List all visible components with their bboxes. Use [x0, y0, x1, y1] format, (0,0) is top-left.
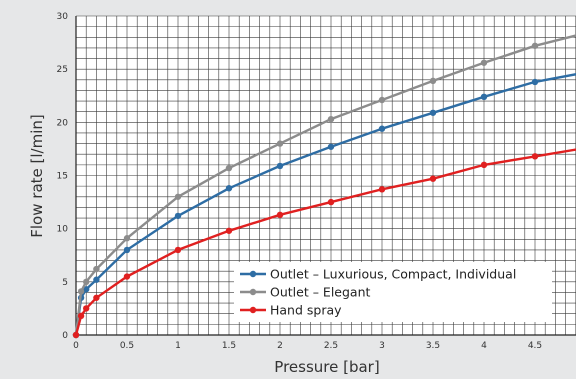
x-tick-label: 2.5 [324, 341, 338, 351]
y-tick-label: 20 [57, 118, 69, 128]
data-point [93, 294, 100, 301]
data-point [378, 125, 386, 132]
legend-label: Outlet – Luxurious, Compact, Individual [270, 267, 516, 282]
x-axis-label: Pressure [bar] [274, 358, 379, 376]
data-point [174, 193, 182, 200]
y-tick-label: 30 [57, 12, 69, 22]
data-point [83, 278, 90, 286]
data-point [72, 331, 80, 339]
y-axis-label: Flow rate [l/min] [28, 114, 46, 237]
legend: Outlet – Luxurious, Compact, Individual O… [234, 262, 552, 322]
data-point [378, 186, 386, 193]
data-point [531, 78, 539, 86]
y-tick-label: 15 [57, 172, 68, 182]
x-tick-label: 3.5 [426, 341, 440, 351]
legend-label: Outlet – Elegant [270, 285, 371, 300]
series-lines [72, 34, 576, 339]
x-tick-label: 2 [277, 341, 283, 351]
data-point [93, 276, 100, 283]
data-point [174, 212, 182, 220]
y-tick-label: 5 [62, 278, 68, 288]
data-point [429, 109, 437, 116]
y-tick-label: 0 [62, 331, 68, 341]
data-point [83, 305, 90, 312]
x-tick-label: 4 [481, 341, 487, 351]
data-point [93, 265, 100, 273]
data-point [77, 312, 85, 320]
x-tick-label: 4.5 [528, 341, 542, 351]
data-point [480, 93, 488, 101]
x-tick-label: 0 [73, 341, 79, 351]
data-point [174, 246, 182, 254]
data-point [327, 198, 335, 206]
data-point [276, 140, 284, 147]
data-point [83, 286, 90, 293]
data-point [429, 175, 437, 182]
data-point [123, 235, 131, 242]
legend-label: Hand spray [270, 303, 342, 318]
data-point [429, 77, 437, 85]
legend-marker [249, 306, 257, 314]
data-point [225, 164, 233, 172]
data-point [276, 211, 284, 219]
data-point [225, 185, 233, 192]
data-point [276, 162, 284, 170]
y-tick-label: 10 [57, 225, 69, 235]
axes [75, 16, 576, 336]
data-point [378, 96, 386, 104]
x-tick-label: 1 [175, 341, 181, 351]
data-point [480, 59, 488, 66]
x-tick-label: 3 [379, 341, 385, 351]
data-point [327, 143, 335, 150]
data-point [531, 153, 539, 160]
x-tick-label: 1.5 [222, 341, 236, 351]
legend-marker [249, 288, 257, 296]
data-point [123, 273, 131, 280]
data-point [327, 115, 335, 123]
legend-marker [249, 270, 257, 278]
data-point [123, 246, 131, 254]
y-tick-label: 25 [57, 65, 68, 75]
data-point [480, 161, 488, 169]
data-point [77, 288, 85, 295]
data-point [225, 227, 233, 234]
x-tick-label: 0.5 [120, 341, 134, 351]
data-point [531, 42, 539, 49]
tick-labels: 0 0.5 1 1.5 2 2.5 3 3.5 4 4.5 0 5 10 15 20 25 30 [57, 12, 543, 351]
legend-box [234, 262, 552, 322]
